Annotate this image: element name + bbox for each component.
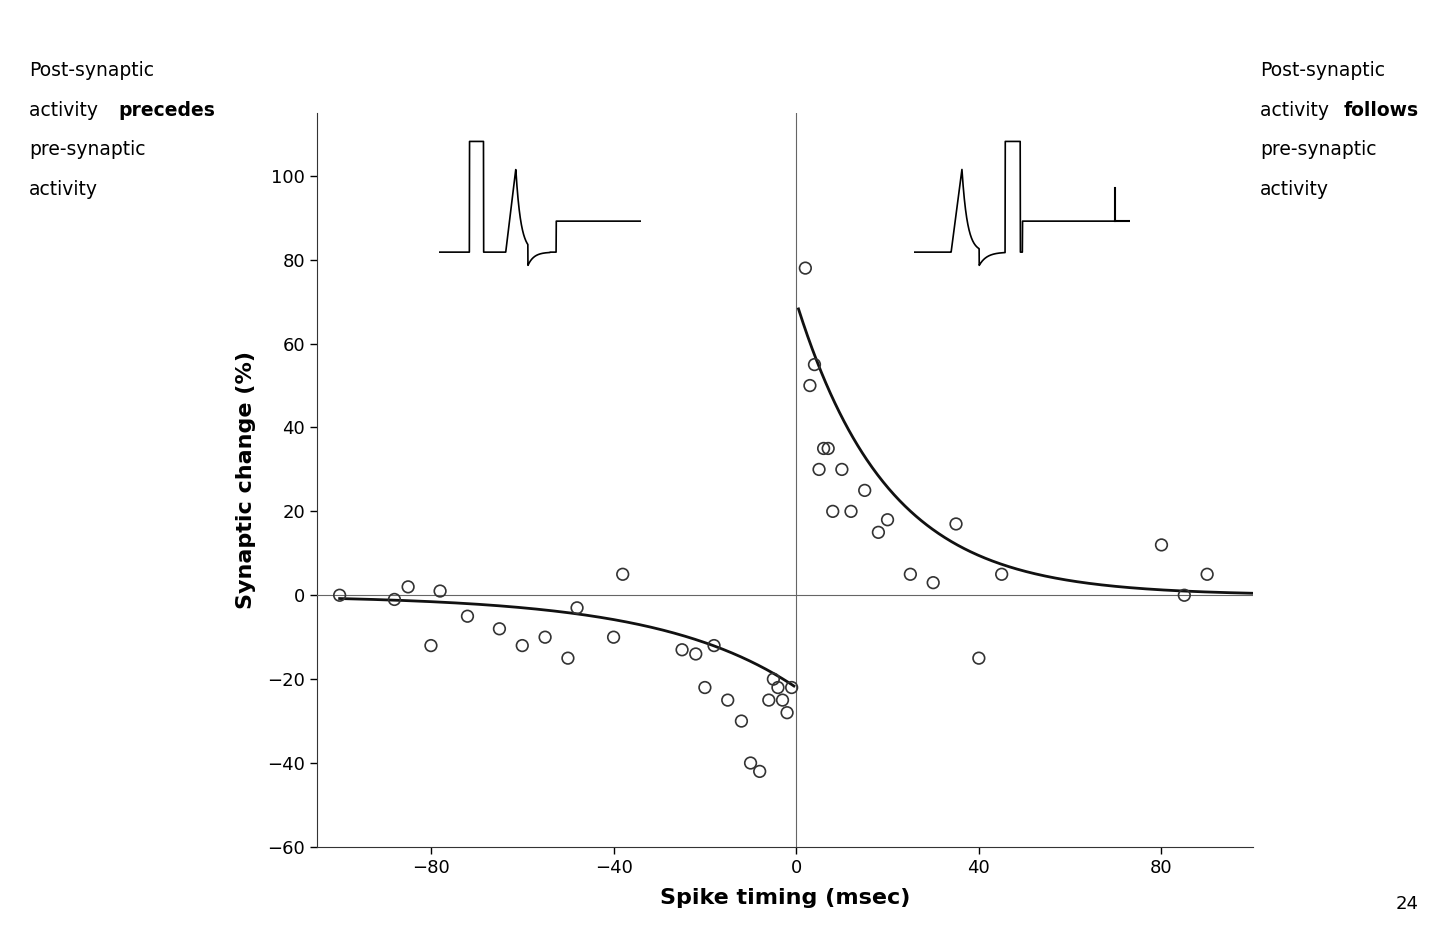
Point (703, 638, 726, 653)
Point (429, 583, 452, 598)
Point (831, 462, 854, 477)
Point (730, 713, 753, 728)
Point (804, 357, 827, 372)
Point (1195, 566, 1218, 582)
Text: Post-synaptic: Post-synaptic (29, 61, 154, 80)
Text: activity: activity (1260, 180, 1329, 199)
Point (812, 441, 835, 456)
Point (739, 756, 762, 771)
Point (991, 566, 1014, 582)
X-axis label: Spike timing (msec): Spike timing (msec) (660, 887, 910, 908)
Point (770, 693, 793, 708)
Point (419, 638, 442, 653)
Text: follows: follows (1344, 101, 1418, 120)
Text: activity: activity (29, 101, 104, 120)
Point (821, 503, 844, 518)
Point (852, 483, 876, 498)
Point (945, 517, 968, 532)
Point (840, 503, 863, 518)
Point (1172, 588, 1195, 603)
Point (534, 630, 557, 645)
Point (876, 512, 899, 527)
Point (671, 643, 694, 658)
Point (383, 592, 406, 607)
Point (776, 705, 799, 720)
Point (511, 638, 534, 653)
Point (566, 600, 589, 615)
Point (1151, 537, 1174, 552)
Point (808, 462, 831, 477)
Text: Δt < 0: Δt < 0 (478, 137, 540, 156)
Point (922, 575, 945, 590)
Text: activity: activity (1260, 101, 1335, 120)
Text: activity: activity (29, 180, 98, 199)
Text: precedes: precedes (118, 101, 215, 120)
Point (602, 630, 625, 645)
Point (867, 525, 890, 540)
Point (780, 680, 804, 695)
Text: pre-synaptic: pre-synaptic (29, 140, 145, 159)
Point (757, 693, 780, 708)
Point (396, 580, 419, 595)
Text: Δt > 0: Δt > 0 (939, 137, 1001, 156)
Text: 24: 24 (1395, 895, 1418, 913)
Text: pre-synaptic: pre-synaptic (1260, 140, 1377, 159)
Point (716, 693, 739, 708)
Point (749, 764, 772, 779)
Point (456, 609, 480, 624)
Point (684, 646, 707, 662)
Point (694, 680, 717, 695)
Point (762, 672, 785, 687)
Point (328, 588, 351, 603)
Point (793, 261, 816, 276)
Point (798, 378, 821, 393)
Point (899, 566, 922, 582)
Point (766, 680, 789, 695)
Text: Post-synaptic: Post-synaptic (1260, 61, 1385, 80)
Point (488, 621, 511, 636)
Point (968, 650, 991, 665)
Point (816, 441, 840, 456)
Point (556, 650, 579, 665)
Point (611, 566, 634, 582)
Y-axis label: Synaptic change (%): Synaptic change (%) (236, 351, 256, 609)
